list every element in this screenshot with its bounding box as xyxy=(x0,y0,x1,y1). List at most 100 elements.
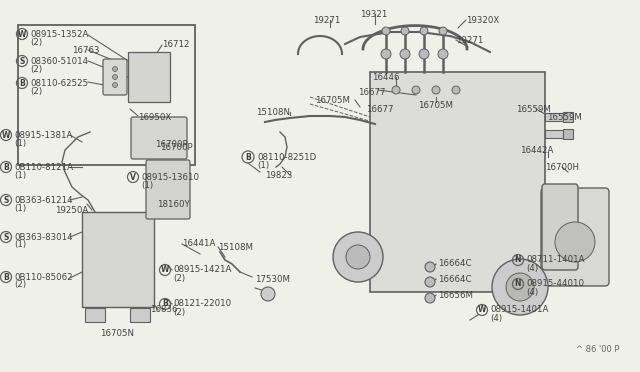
Circle shape xyxy=(452,86,460,94)
Circle shape xyxy=(425,262,435,272)
Text: 08915-1352A: 08915-1352A xyxy=(30,29,88,38)
Text: B: B xyxy=(3,273,9,282)
Text: 16677: 16677 xyxy=(358,87,385,96)
Text: 08121-22010: 08121-22010 xyxy=(173,299,231,308)
Text: B: B xyxy=(3,163,9,171)
Circle shape xyxy=(261,287,275,301)
Text: 08915-1401A: 08915-1401A xyxy=(490,305,548,314)
Text: 16836: 16836 xyxy=(150,305,177,314)
Text: 08915-1381A: 08915-1381A xyxy=(14,131,72,140)
Bar xyxy=(130,308,150,322)
Text: W: W xyxy=(478,305,486,314)
Text: W: W xyxy=(18,29,26,38)
Text: 0B363-83014: 0B363-83014 xyxy=(14,232,72,241)
Circle shape xyxy=(425,293,435,303)
Text: 19271: 19271 xyxy=(313,16,340,25)
Circle shape xyxy=(425,277,435,287)
Circle shape xyxy=(432,86,440,94)
Text: 0B363-61214: 0B363-61214 xyxy=(14,196,72,205)
Text: 08915-1421A: 08915-1421A xyxy=(173,266,232,275)
Bar xyxy=(563,129,573,139)
Text: 19321: 19321 xyxy=(360,10,387,19)
Circle shape xyxy=(113,74,118,80)
Circle shape xyxy=(113,67,118,71)
Circle shape xyxy=(346,245,370,269)
FancyBboxPatch shape xyxy=(541,188,609,286)
Text: 16763: 16763 xyxy=(72,45,99,55)
Text: (1): (1) xyxy=(14,241,26,250)
Circle shape xyxy=(420,27,428,35)
Text: N: N xyxy=(515,256,521,264)
Circle shape xyxy=(438,49,448,59)
Text: 19250A: 19250A xyxy=(55,205,88,215)
Text: (1): (1) xyxy=(257,160,269,170)
Text: 16700H: 16700H xyxy=(545,163,579,171)
Text: 16559M: 16559M xyxy=(547,112,582,122)
Text: (4): (4) xyxy=(490,314,502,323)
Text: (4): (4) xyxy=(526,263,538,273)
Text: 16705N: 16705N xyxy=(100,330,134,339)
Text: W: W xyxy=(161,266,169,275)
FancyBboxPatch shape xyxy=(542,184,578,270)
Text: 08110-62525: 08110-62525 xyxy=(30,78,88,87)
Circle shape xyxy=(439,27,447,35)
Text: (2): (2) xyxy=(30,64,42,74)
Text: (2): (2) xyxy=(30,38,42,46)
Text: S: S xyxy=(3,232,9,241)
Text: 08915-44010: 08915-44010 xyxy=(526,279,584,289)
Circle shape xyxy=(113,83,118,87)
Circle shape xyxy=(555,222,595,262)
Text: S: S xyxy=(3,196,9,205)
Text: 16700P: 16700P xyxy=(160,142,193,151)
Text: 0B110-85062: 0B110-85062 xyxy=(14,273,72,282)
Text: W: W xyxy=(2,131,10,140)
Bar xyxy=(85,308,105,322)
Text: (4): (4) xyxy=(526,288,538,296)
Text: 16446: 16446 xyxy=(372,73,399,81)
Text: S: S xyxy=(19,57,25,65)
Text: (1): (1) xyxy=(14,138,26,148)
Text: 08110-8251D: 08110-8251D xyxy=(257,153,316,161)
Bar xyxy=(563,112,573,122)
Text: 08915-13610: 08915-13610 xyxy=(141,173,199,182)
FancyBboxPatch shape xyxy=(131,117,187,159)
Circle shape xyxy=(382,27,390,35)
Circle shape xyxy=(412,86,420,94)
Circle shape xyxy=(401,27,409,35)
Text: B: B xyxy=(245,153,251,161)
Text: 16441A: 16441A xyxy=(182,240,216,248)
Text: 17530M: 17530M xyxy=(255,276,290,285)
Text: (1): (1) xyxy=(141,180,153,189)
FancyBboxPatch shape xyxy=(128,52,170,102)
Text: 0B110-8121A: 0B110-8121A xyxy=(14,163,73,171)
Text: V: V xyxy=(130,173,136,182)
Text: N: N xyxy=(515,279,521,289)
Text: (1): (1) xyxy=(14,203,26,212)
Text: 16559M: 16559M xyxy=(516,105,551,113)
FancyBboxPatch shape xyxy=(103,59,127,95)
Text: (2): (2) xyxy=(173,308,185,317)
Circle shape xyxy=(506,273,534,301)
FancyBboxPatch shape xyxy=(82,212,154,307)
Text: 19320X: 19320X xyxy=(466,16,499,25)
Text: (2): (2) xyxy=(14,280,26,289)
Text: 16705M: 16705M xyxy=(418,100,453,109)
Text: (1): (1) xyxy=(14,170,26,180)
Text: ^ 86 '00 P: ^ 86 '00 P xyxy=(577,346,620,355)
Text: 16664C: 16664C xyxy=(438,275,472,283)
Text: 16677: 16677 xyxy=(366,105,394,113)
Text: 08360-51014: 08360-51014 xyxy=(30,57,88,65)
Bar xyxy=(545,130,563,138)
Text: 16950X: 16950X xyxy=(138,112,172,122)
Text: 16700P: 16700P xyxy=(155,140,188,148)
Bar xyxy=(18,25,195,165)
FancyBboxPatch shape xyxy=(146,160,190,219)
Circle shape xyxy=(400,49,410,59)
Bar xyxy=(545,113,563,121)
Text: 08711-1401A: 08711-1401A xyxy=(526,256,584,264)
Circle shape xyxy=(392,86,400,94)
Text: 16705M: 16705M xyxy=(315,96,350,105)
Text: 19271: 19271 xyxy=(456,35,483,45)
Circle shape xyxy=(492,259,548,315)
FancyBboxPatch shape xyxy=(370,72,545,292)
